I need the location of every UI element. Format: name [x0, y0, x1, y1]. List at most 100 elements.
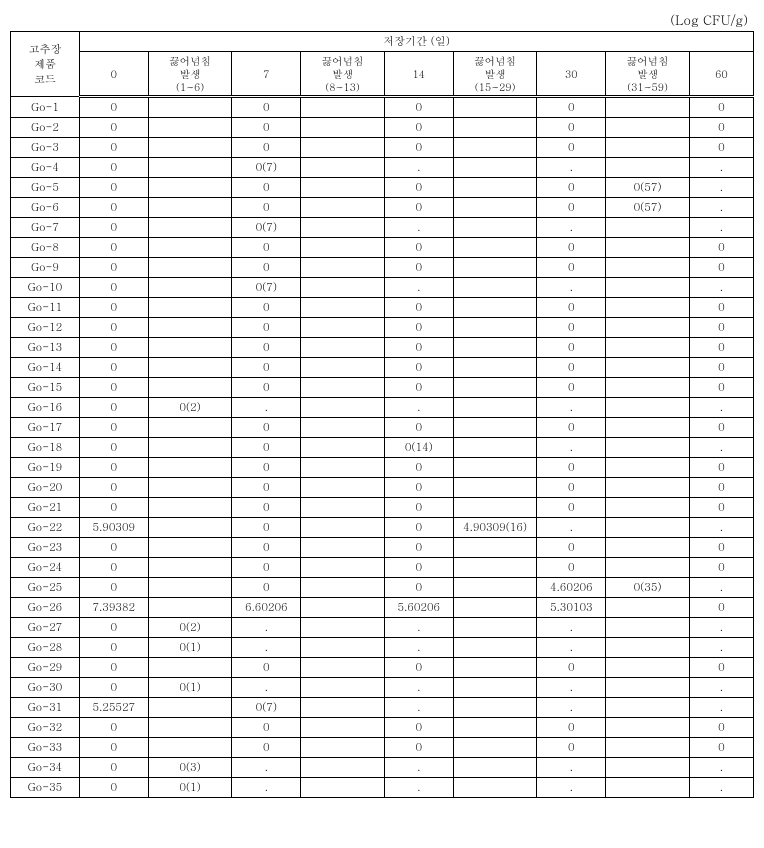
table-row: Go-2400000: [11, 558, 754, 578]
value-cell: 0: [79, 258, 148, 278]
code-cell: Go-26: [11, 598, 80, 618]
value-cell: [606, 738, 690, 758]
value-cell: 0: [689, 718, 753, 738]
value-cell: 0: [232, 318, 301, 338]
value-cell: 5.25527: [79, 698, 148, 718]
value-cell: 0: [689, 258, 753, 278]
value-cell: [606, 338, 690, 358]
code-cell: Go-21: [11, 498, 80, 518]
value-cell: [606, 238, 690, 258]
value-cell: 0: [384, 118, 453, 138]
value-cell: [606, 97, 690, 118]
value-cell: [453, 298, 537, 318]
table-row: Go-2900000: [11, 658, 754, 678]
value-cell: [301, 238, 385, 258]
value-cell: 0: [689, 498, 753, 518]
value-cell: [148, 578, 232, 598]
code-cell: Go-13: [11, 338, 80, 358]
value-cell: .: [232, 778, 301, 798]
table-row: Go-225.90309004.90309(16)..: [11, 518, 754, 538]
value-cell: 0: [689, 378, 753, 398]
value-cell: [453, 138, 537, 158]
value-cell: [453, 718, 537, 738]
value-cell: 0: [79, 218, 148, 238]
header-col-1: 끓어넘침발생(1~6): [148, 52, 232, 97]
table-row: Go-1600(2)....: [11, 398, 754, 418]
value-cell: .: [384, 698, 453, 718]
code-cell: Go-9: [11, 258, 80, 278]
code-cell: Go-17: [11, 418, 80, 438]
value-cell: [148, 738, 232, 758]
value-cell: [148, 278, 232, 298]
value-cell: 0: [79, 558, 148, 578]
value-cell: [453, 498, 537, 518]
value-cell: 0: [232, 298, 301, 318]
value-cell: 0: [232, 118, 301, 138]
value-cell: .: [689, 618, 753, 638]
value-cell: [301, 778, 385, 798]
value-cell: [606, 118, 690, 138]
value-cell: 0(2): [148, 398, 232, 418]
value-cell: [301, 438, 385, 458]
value-cell: 0: [537, 738, 606, 758]
value-cell: 0: [537, 418, 606, 438]
value-cell: 0: [79, 438, 148, 458]
value-cell: [148, 478, 232, 498]
value-cell: 0: [79, 718, 148, 738]
table-row: Go-3000(1)....: [11, 678, 754, 698]
value-cell: [301, 138, 385, 158]
value-cell: [453, 538, 537, 558]
value-cell: 0: [79, 278, 148, 298]
value-cell: [148, 698, 232, 718]
value-cell: 0: [79, 778, 148, 798]
code-cell: Go-15: [11, 378, 80, 398]
value-cell: [606, 678, 690, 698]
value-cell: 0: [384, 478, 453, 498]
value-cell: 0: [79, 138, 148, 158]
value-cell: 0: [232, 97, 301, 118]
value-cell: 0: [384, 318, 453, 338]
value-cell: [301, 218, 385, 238]
value-cell: 4.90309(16): [453, 518, 537, 538]
value-cell: [301, 398, 385, 418]
value-cell: [301, 458, 385, 478]
table-row: Go-2100000: [11, 498, 754, 518]
value-cell: [606, 218, 690, 238]
value-cell: 0: [537, 478, 606, 498]
table-row: Go-100000: [11, 97, 754, 118]
value-cell: .: [537, 278, 606, 298]
value-cell: .: [689, 178, 753, 198]
value-cell: [148, 238, 232, 258]
value-cell: [301, 378, 385, 398]
value-cell: [606, 618, 690, 638]
value-cell: 0(7): [232, 158, 301, 178]
value-cell: [606, 398, 690, 418]
table-row: Go-1100000: [11, 298, 754, 318]
value-cell: [148, 158, 232, 178]
value-cell: [148, 118, 232, 138]
value-cell: 0: [232, 718, 301, 738]
value-cell: .: [689, 518, 753, 538]
value-cell: .: [384, 618, 453, 638]
code-cell: Go-32: [11, 718, 80, 738]
value-cell: [606, 498, 690, 518]
value-cell: 0: [689, 118, 753, 138]
value-cell: 7.39382: [79, 598, 148, 618]
value-cell: 0: [79, 538, 148, 558]
code-cell: Go-14: [11, 358, 80, 378]
value-cell: [606, 378, 690, 398]
unit-label: (Log CFU/g): [10, 10, 754, 29]
value-cell: [453, 558, 537, 578]
value-cell: 0: [537, 458, 606, 478]
table-row: Go-1700000: [11, 418, 754, 438]
header-period-title: 저장기간 (일): [79, 32, 753, 52]
value-cell: 0: [689, 598, 753, 618]
header-col-4: 14: [384, 52, 453, 97]
value-cell: 0: [79, 498, 148, 518]
value-cell: 0: [79, 198, 148, 218]
value-cell: 0: [537, 118, 606, 138]
value-cell: 0: [79, 178, 148, 198]
value-cell: [606, 458, 690, 478]
value-cell: 0: [537, 538, 606, 558]
value-cell: .: [384, 218, 453, 238]
